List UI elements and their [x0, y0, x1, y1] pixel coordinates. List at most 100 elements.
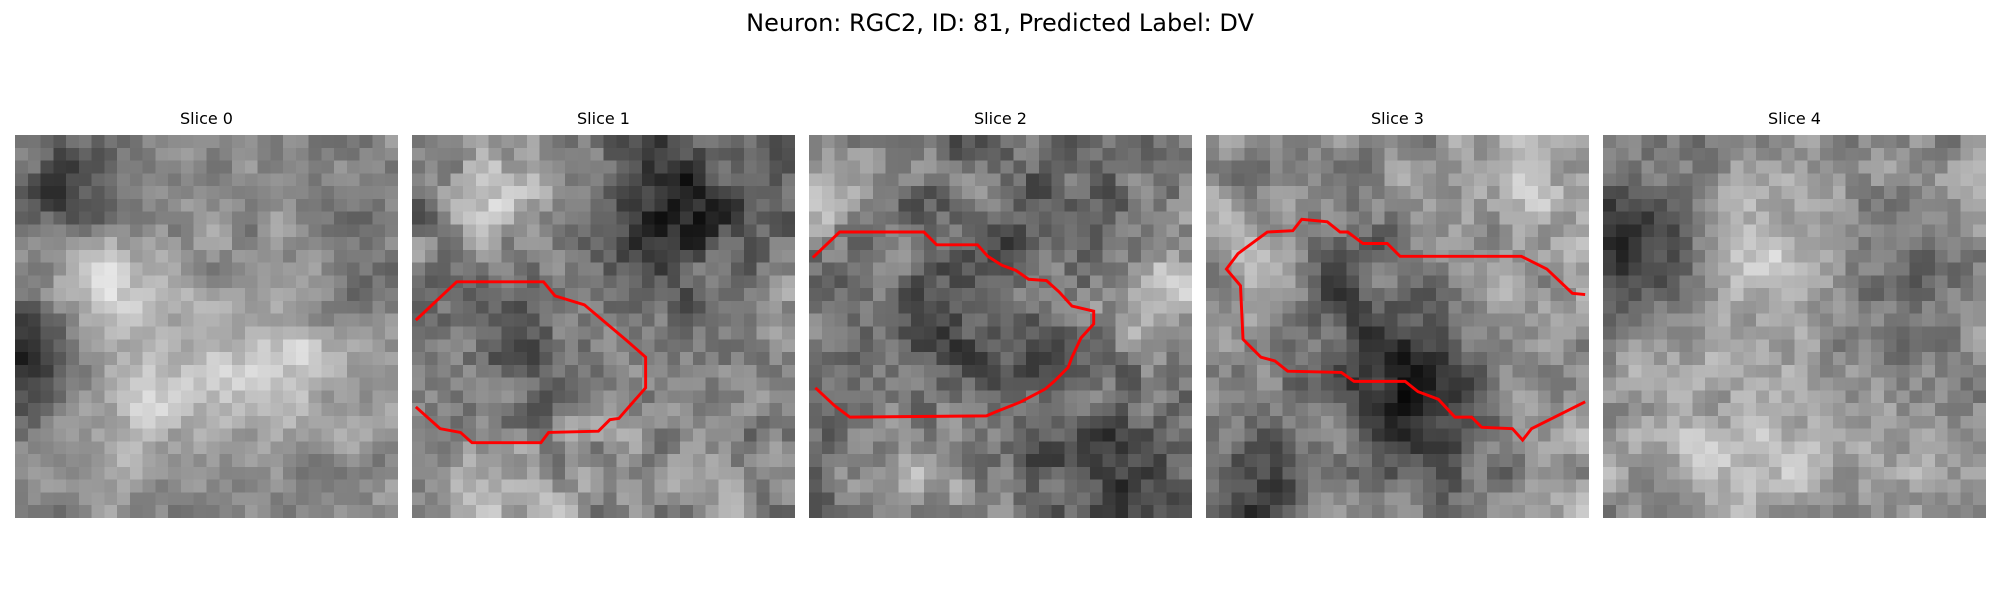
pixel [1153, 211, 1167, 225]
pixel [1858, 339, 1872, 353]
pixel [1461, 300, 1475, 314]
pixel [616, 505, 630, 518]
pixel [743, 339, 757, 353]
pixel [834, 198, 848, 212]
pixel [1883, 415, 1897, 429]
pixel [692, 147, 706, 161]
pixel [1295, 186, 1309, 200]
pixel [180, 160, 194, 174]
pixel [142, 441, 156, 455]
pixel [91, 364, 105, 378]
pixel [1679, 441, 1693, 455]
pixel [1206, 364, 1220, 378]
pixel [78, 198, 92, 212]
pixel [346, 505, 360, 518]
pixel [756, 275, 770, 289]
pixel [437, 339, 451, 353]
pixel [1794, 415, 1808, 429]
pixel [1115, 454, 1129, 468]
pixel [1257, 479, 1271, 493]
pixel [577, 339, 591, 353]
pixel [1064, 428, 1078, 442]
pixel [27, 160, 41, 174]
pixel [911, 403, 925, 417]
pixel [949, 479, 963, 493]
pixel [1371, 479, 1385, 493]
pixel [1576, 135, 1589, 149]
pixel [1883, 300, 1897, 314]
pixel [295, 211, 309, 225]
pixel [654, 364, 668, 378]
pixel [1692, 466, 1706, 480]
pixel [1832, 466, 1846, 480]
pixel [1563, 390, 1577, 404]
pixel [15, 198, 29, 212]
pixel [244, 492, 258, 506]
pixel [1269, 390, 1283, 404]
pixel [1654, 173, 1668, 187]
pixel [1973, 262, 1986, 276]
pixel [346, 492, 360, 506]
pixel [475, 147, 489, 161]
pixel [283, 466, 297, 480]
pixel [1000, 479, 1014, 493]
pixel [1743, 186, 1757, 200]
pixel [1153, 466, 1167, 480]
pixel [692, 441, 706, 455]
pixel [1013, 479, 1027, 493]
pixel [372, 441, 386, 455]
pixel [1563, 198, 1577, 212]
pixel [1794, 313, 1808, 327]
pixel [987, 454, 1001, 468]
pixel [1064, 300, 1078, 314]
pixel [1244, 479, 1258, 493]
pixel [756, 428, 770, 442]
pixel [1973, 249, 1986, 263]
pixel [244, 390, 258, 404]
pixel [539, 147, 553, 161]
pixel [91, 403, 105, 417]
pixel [1140, 275, 1154, 289]
pixel [1756, 173, 1770, 187]
pixel [295, 224, 309, 238]
pixel [385, 377, 398, 391]
pixel [1359, 441, 1373, 455]
pixel [552, 237, 566, 251]
pixel [1153, 173, 1167, 187]
pixel [104, 211, 118, 225]
pixel [1371, 249, 1385, 263]
pixel [911, 135, 925, 149]
pixel [1781, 313, 1795, 327]
pixel [769, 479, 783, 493]
pixel [616, 300, 630, 314]
pixel [616, 288, 630, 302]
pixel [629, 173, 643, 187]
pixel [743, 300, 757, 314]
pixel [949, 288, 963, 302]
pixel [1832, 428, 1846, 442]
pixel [1410, 326, 1424, 340]
pixel [66, 403, 80, 417]
pixel [15, 339, 29, 353]
pixel [936, 339, 950, 353]
pixel [1909, 147, 1923, 161]
pixel [1333, 441, 1347, 455]
pixel [514, 288, 528, 302]
pixel [629, 454, 643, 468]
pixel [1128, 135, 1142, 149]
pixel [1641, 454, 1655, 468]
pixel [1934, 390, 1948, 404]
pixel [1013, 339, 1027, 353]
pixel [974, 173, 988, 187]
pixel [219, 326, 233, 340]
pixel [1705, 428, 1719, 442]
pixel [756, 454, 770, 468]
pixel [1768, 288, 1782, 302]
pixel [295, 160, 309, 174]
pixel [155, 403, 169, 417]
pixel [66, 224, 80, 238]
pixel [1807, 173, 1821, 187]
pixel [974, 441, 988, 455]
pixel [1166, 441, 1180, 455]
pixel [1282, 377, 1296, 391]
